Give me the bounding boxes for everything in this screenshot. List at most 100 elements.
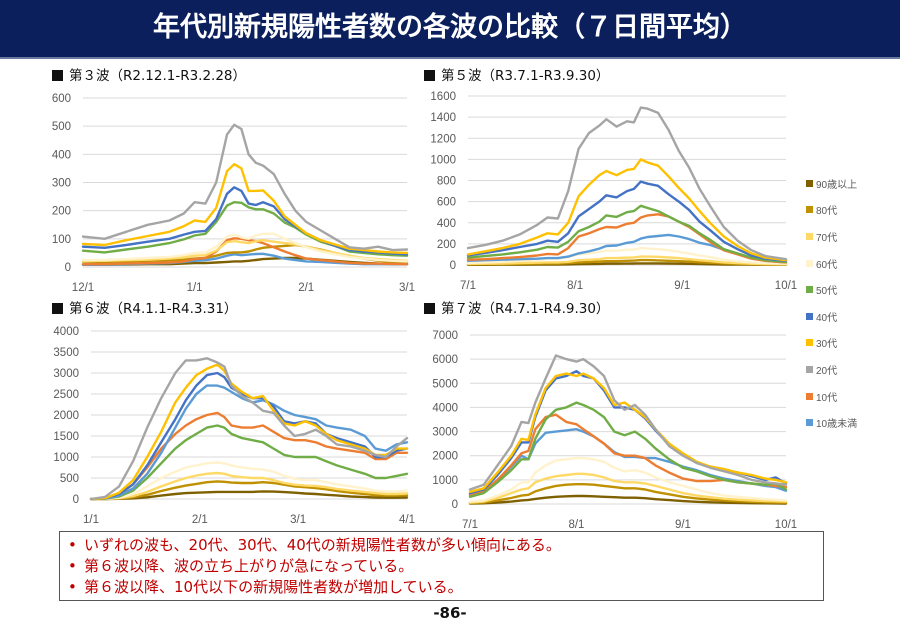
x-tick-label: 3/1 <box>399 282 415 294</box>
x-tick-label: 2/1 <box>298 282 314 294</box>
legend-label: 40代 <box>816 312 838 324</box>
note-item: • 第６波以降、10代以下の新規陽性者数が増加している。 <box>68 577 823 598</box>
square-bullet-icon <box>52 303 63 314</box>
chart-heading: 第６波（R4.1.1-R4.3.31） <box>69 301 238 317</box>
y-tick-label: 500 <box>52 121 71 133</box>
chart-title-wave3: 第３波（R2.12.1-R3.2.28） <box>52 64 246 84</box>
x-tick-label: 7/1 <box>460 280 476 292</box>
page-number: -86- <box>433 604 467 622</box>
legend-swatch-icon <box>806 179 813 187</box>
x-tick-label: 10/1 <box>775 519 797 531</box>
y-tick-label: 1600 <box>430 91 456 103</box>
y-tick-label: 400 <box>52 149 71 161</box>
y-tick-label: 0 <box>452 499 458 511</box>
y-tick-label: 500 <box>60 473 79 485</box>
bullet-icon: • <box>68 536 77 554</box>
legend-swatch-icon <box>806 259 813 267</box>
series-line-10代 <box>81 237 409 266</box>
y-tick-label: 1200 <box>430 133 456 145</box>
series-line-10代 <box>466 213 788 264</box>
series-line-30代 <box>81 162 409 255</box>
legend-item: 80代 <box>806 197 857 224</box>
series-line-10歳未満 <box>466 233 788 264</box>
notes-box: • いずれの波も、20代、30代、40代の新規陽性者数が多い傾向にある。 • 第６波… <box>59 531 824 601</box>
legend-swatch-icon <box>806 365 813 373</box>
series-line-20代 <box>468 354 788 491</box>
y-tick-label: 800 <box>437 176 456 188</box>
y-tick-label: 4000 <box>432 402 458 414</box>
series-line-50代 <box>468 401 788 498</box>
y-tick-label: 400 <box>437 218 456 230</box>
series-line-50代 <box>466 204 788 263</box>
series-line-30代 <box>466 158 788 262</box>
series-line-80代 <box>466 258 788 266</box>
y-tick-label: 600 <box>437 197 456 209</box>
legend-item: 40代 <box>806 303 857 330</box>
legend-label: 30代 <box>816 339 838 351</box>
series-line-70代 <box>468 472 788 504</box>
y-tick-label: 5000 <box>432 378 458 390</box>
series-line-10歳未満 <box>81 252 409 266</box>
y-tick-label: 1000 <box>430 154 456 166</box>
legend-label: 90歳以上 <box>816 179 858 191</box>
y-tick-label: 600 <box>52 93 71 105</box>
legend-label: 70代 <box>816 232 838 244</box>
y-tick-label: 2000 <box>432 451 458 463</box>
series-line-60代 <box>468 456 788 503</box>
y-tick-label: 2500 <box>53 389 79 401</box>
x-tick-label: 2/1 <box>192 514 208 526</box>
legend-label: 10歳未満 <box>816 419 858 431</box>
series-line-90歳以上 <box>468 494 788 505</box>
note-text: いずれの波も、20代、30代、40代の新規陽性者数が多い傾向にある。 <box>84 536 561 554</box>
chart-heading: 第７波（R4.7.1-R4.9.30） <box>441 301 610 317</box>
note-item: • 第６波以降、波の立ち上がりが急になっている。 <box>68 556 823 577</box>
series-line-20代 <box>89 357 409 501</box>
legend-swatch-icon <box>806 392 813 400</box>
square-bullet-icon <box>52 70 63 81</box>
y-tick-label: 1500 <box>53 431 79 443</box>
y-tick-label: 1400 <box>430 112 456 124</box>
chart-title-wave7: 第７波（R4.7.1-R4.9.30） <box>424 297 609 317</box>
series-line-90歳以上 <box>89 490 409 501</box>
legend-item: 50代 <box>806 276 857 303</box>
legend-label: 10代 <box>816 392 838 404</box>
y-tick-label: 1000 <box>53 452 79 464</box>
series-line-10代 <box>468 413 788 497</box>
x-tick-label: 10/1 <box>775 280 797 292</box>
series-line-10歳未満 <box>468 428 788 496</box>
legend-item: 10代 <box>806 383 857 410</box>
legend-swatch-icon <box>806 206 813 214</box>
series-line-20代 <box>466 106 788 261</box>
y-tick-label: 2000 <box>53 410 79 422</box>
series-line-40代 <box>81 186 409 256</box>
legend-item: 10歳未満 <box>806 409 857 436</box>
x-tick-label: 8/1 <box>568 519 584 531</box>
legend-label: 60代 <box>816 259 838 271</box>
y-tick-label: 7000 <box>432 330 458 342</box>
x-tick-label: 1/1 <box>83 514 99 526</box>
legend-item: 60代 <box>806 250 857 277</box>
bullet-icon: • <box>68 557 77 575</box>
series-line-80代 <box>468 483 788 505</box>
x-tick-label: 4/1 <box>399 514 415 526</box>
note-item: • いずれの波も、20代、30代、40代の新規陽性者数が多い傾向にある。 <box>68 535 823 556</box>
note-text: 第６波以降、10代以下の新規陽性者数が増加している。 <box>84 578 463 596</box>
series-line-60代 <box>466 246 788 265</box>
series-line-10歳未満 <box>89 384 409 501</box>
bullet-icon: • <box>68 578 77 596</box>
legend-label: 80代 <box>816 206 838 218</box>
legend-label: 50代 <box>816 286 838 298</box>
legend-item: 70代 <box>806 223 857 250</box>
series-line-30代 <box>468 372 788 494</box>
series-line-70代 <box>89 471 409 501</box>
note-text: 第６波以降、波の立ち上がりが急になっている。 <box>84 557 414 575</box>
x-tick-label: 12/1 <box>72 282 94 294</box>
x-tick-label: 3/1 <box>290 514 306 526</box>
x-tick-label: 8/1 <box>567 280 583 292</box>
chart-heading: 第５波（R3.7.1-R3.9.30） <box>441 68 610 84</box>
series-line-40代 <box>89 371 409 501</box>
square-bullet-icon <box>424 303 435 314</box>
series-line-50代 <box>89 424 409 501</box>
legend-swatch-icon <box>806 312 813 320</box>
page-title: 年代別新規陽性者数の各波の比較（７日間平均） <box>153 12 747 43</box>
